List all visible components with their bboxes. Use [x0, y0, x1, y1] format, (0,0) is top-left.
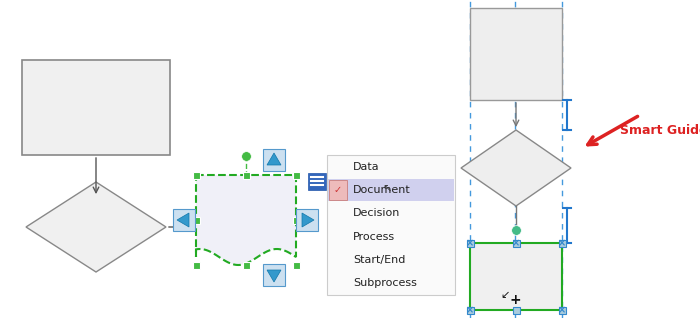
Bar: [173, 209, 195, 231]
Polygon shape: [302, 213, 314, 227]
Bar: [193, 217, 200, 224]
Text: +: +: [509, 293, 521, 307]
Bar: [466, 307, 473, 314]
Text: ×: ×: [466, 238, 474, 248]
Text: ×: ×: [558, 238, 566, 248]
Bar: [22, 60, 170, 155]
Bar: [193, 261, 200, 268]
Text: Document: Document: [353, 185, 411, 195]
Bar: [559, 239, 566, 246]
Polygon shape: [461, 130, 571, 206]
Polygon shape: [196, 175, 296, 265]
Text: Start/End: Start/End: [353, 255, 405, 265]
Text: Data: Data: [353, 162, 379, 172]
Polygon shape: [177, 213, 189, 227]
Bar: [327, 155, 455, 295]
Bar: [193, 171, 200, 178]
Bar: [293, 217, 300, 224]
Polygon shape: [267, 270, 281, 282]
Bar: [293, 171, 300, 178]
Bar: [466, 239, 473, 246]
Bar: [296, 209, 318, 231]
Bar: [512, 307, 519, 314]
Bar: [512, 239, 519, 246]
Text: Process: Process: [353, 232, 395, 242]
Text: ×: ×: [466, 305, 474, 315]
Bar: [242, 171, 249, 178]
Bar: [242, 261, 249, 268]
Text: ↖: ↖: [382, 185, 392, 195]
Bar: [293, 261, 300, 268]
Bar: [559, 307, 566, 314]
Text: Smart Guides: Smart Guides: [620, 123, 700, 136]
Bar: [470, 8, 562, 100]
Text: ✓: ✓: [334, 185, 342, 195]
Text: Subprocess: Subprocess: [353, 278, 417, 288]
Polygon shape: [267, 153, 281, 165]
Bar: [263, 149, 285, 171]
Bar: [470, 243, 562, 310]
Bar: [329, 180, 347, 200]
Text: ↙: ↙: [500, 290, 510, 300]
Text: Decision: Decision: [353, 208, 400, 218]
Text: ×: ×: [512, 238, 520, 248]
Bar: [328, 179, 454, 201]
Polygon shape: [26, 182, 166, 272]
Bar: [308, 173, 326, 190]
Text: ×: ×: [558, 305, 566, 315]
Bar: [263, 264, 285, 286]
